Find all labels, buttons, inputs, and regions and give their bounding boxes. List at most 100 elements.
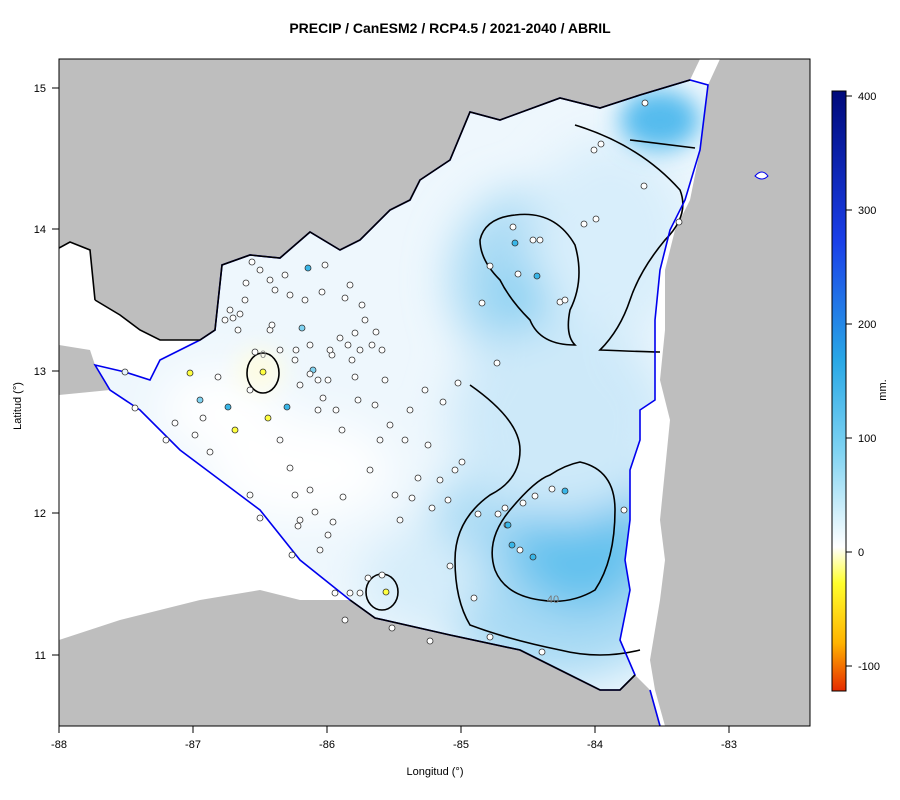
- colorbar-tick-label: 200: [858, 319, 876, 331]
- station-marker: [401, 436, 409, 444]
- station-marker: [509, 223, 517, 231]
- contour-line-north: [479, 213, 580, 346]
- station-marker: [316, 546, 324, 554]
- station-marker: [131, 404, 139, 412]
- station-marker: [376, 436, 384, 444]
- station-marker: [296, 516, 304, 524]
- station-marker: [424, 441, 432, 449]
- y-axis: 15 14 13 12 11: [34, 83, 59, 662]
- station-marker: [324, 376, 332, 384]
- x-tick-label: -86: [319, 739, 335, 751]
- station-marker: [446, 562, 454, 570]
- station-marker: [292, 346, 300, 354]
- station-marker: [298, 324, 306, 332]
- station-marker: [406, 406, 414, 414]
- contour-line-coast: [629, 139, 696, 149]
- map-area: 0 40: [59, 59, 810, 726]
- station-marker: [414, 474, 422, 482]
- station-marker: [561, 296, 569, 304]
- station-marker: [386, 421, 394, 429]
- station-marker: [259, 368, 267, 376]
- contour-line-west-ring: [246, 352, 280, 394]
- station-marker: [508, 541, 516, 549]
- station-marker: [597, 140, 605, 148]
- station-points: [121, 99, 683, 656]
- station-marker: [214, 373, 222, 381]
- station-marker: [276, 346, 284, 354]
- station-marker: [519, 499, 527, 507]
- map-title: PRECIP / CanESM2 / RCP4.5 / 2021-2040 / …: [289, 20, 611, 36]
- station-marker: [276, 436, 284, 444]
- station-marker: [246, 491, 254, 499]
- station-marker: [341, 294, 349, 302]
- land-west: [59, 345, 110, 395]
- station-marker: [346, 589, 354, 597]
- station-marker: [338, 426, 346, 434]
- station-marker: [256, 266, 264, 274]
- south-border: [349, 599, 636, 691]
- station-marker: [529, 236, 537, 244]
- station-marker: [372, 328, 380, 336]
- station-marker: [319, 394, 327, 402]
- station-marker: [436, 476, 444, 484]
- station-marker: [470, 594, 478, 602]
- station-marker: [286, 464, 294, 472]
- y-tick-label: 11: [35, 650, 46, 662]
- station-marker: [199, 414, 207, 422]
- x-axis: -88 -87 -86 -85 -84 -83: [51, 726, 737, 751]
- station-marker: [271, 286, 279, 294]
- station-marker: [234, 326, 242, 334]
- station-marker: [494, 510, 502, 518]
- colorbar-tick-label: 0: [858, 547, 864, 559]
- station-marker: [371, 401, 379, 409]
- station-marker: [408, 494, 416, 502]
- station-marker: [504, 521, 512, 529]
- station-marker: [291, 356, 299, 364]
- station-marker: [493, 359, 501, 367]
- x-tick-label: -83: [721, 739, 737, 751]
- station-marker: [458, 458, 466, 466]
- station-marker: [346, 281, 354, 289]
- station-marker: [348, 356, 356, 364]
- station-marker: [444, 496, 452, 504]
- station-marker: [451, 466, 459, 474]
- station-marker: [236, 310, 244, 318]
- station-marker: [339, 493, 347, 501]
- station-marker: [561, 487, 569, 495]
- station-marker: [329, 518, 337, 526]
- y-tick-label: 12: [34, 508, 46, 520]
- x-tick-label: -88: [51, 739, 67, 751]
- station-marker: [675, 218, 683, 226]
- plot-frame: [58, 58, 811, 727]
- station-marker: [361, 316, 369, 324]
- station-marker: [531, 492, 539, 500]
- station-marker: [246, 386, 254, 394]
- contour-line-south: [454, 384, 641, 656]
- station-marker: [268, 321, 276, 329]
- station-marker: [641, 99, 649, 107]
- station-marker: [428, 504, 436, 512]
- station-marker: [186, 369, 194, 377]
- station-marker: [281, 271, 289, 279]
- station-marker: [368, 341, 376, 349]
- station-marker: [592, 215, 600, 223]
- colorbar-tick-label: -100: [858, 661, 880, 673]
- colorbar-tick-label: 100: [858, 433, 876, 445]
- station-marker: [640, 182, 648, 190]
- station-marker: [533, 272, 541, 280]
- station-marker: [229, 314, 237, 322]
- station-marker: [366, 466, 374, 474]
- colorbar: 400 300 200 100 0 -100: [831, 90, 880, 692]
- contour-label-zero: 0: [260, 349, 266, 361]
- station-marker: [294, 522, 302, 530]
- station-marker: [286, 291, 294, 299]
- contour-lines: [246, 124, 696, 656]
- land-south: [59, 590, 660, 726]
- station-marker: [311, 508, 319, 516]
- station-marker: [248, 258, 256, 266]
- station-marker: [486, 262, 494, 270]
- station-marker: [426, 637, 434, 645]
- station-marker: [318, 288, 326, 296]
- station-marker: [241, 296, 249, 304]
- station-marker: [283, 403, 291, 411]
